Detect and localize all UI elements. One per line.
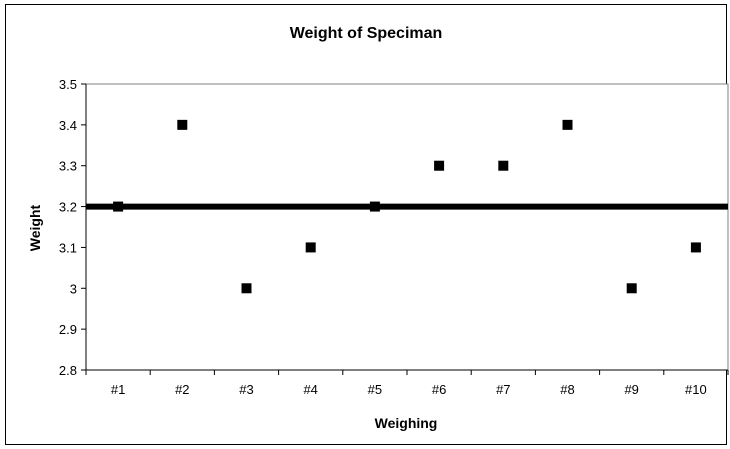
y-tick-label: 3.1 [59,240,77,255]
x-tick-label: #3 [239,382,253,397]
x-tick-label: #2 [175,382,189,397]
x-tick-label: #5 [368,382,382,397]
data-point [369,201,380,212]
x-tick-label: #6 [432,382,446,397]
data-point [305,242,316,253]
x-tick-label: #9 [624,382,638,397]
plot-area [85,83,729,371]
x-tick-label: #4 [303,382,317,397]
y-tick-label: 2.9 [59,322,77,337]
data-point [626,283,637,294]
chart-title: Weight of Speciman [290,25,443,42]
x-axis: #1 #2 #3 #4 #5 #6 #7 #8 #9 #10 [85,369,729,397]
x-tick-label: #10 [685,382,707,397]
data-point [434,160,445,171]
x-tick-label: #8 [560,382,574,397]
data-point [113,201,124,212]
data-point [690,242,701,253]
y-axis-title: Weight [27,204,43,251]
data-point [241,283,252,294]
data-point [498,160,509,171]
data-point [177,119,188,130]
x-axis-title: Weighing [375,415,438,431]
data-point [562,119,573,130]
data-points [113,119,701,294]
y-tick-label: 2.8 [59,363,77,378]
y-axis: 2.8 2.9 3 3.1 3.2 3.3 3.4 3.5 [59,77,87,378]
y-tick-label: 3 [70,281,77,296]
x-tick-label: #1 [111,382,125,397]
y-tick-label: 3.4 [59,118,77,133]
x-tick-label: #7 [496,382,510,397]
y-tick-label: 3.2 [59,200,77,215]
y-tick-label: 3.3 [59,159,77,174]
y-tick-label: 3.5 [59,77,77,92]
